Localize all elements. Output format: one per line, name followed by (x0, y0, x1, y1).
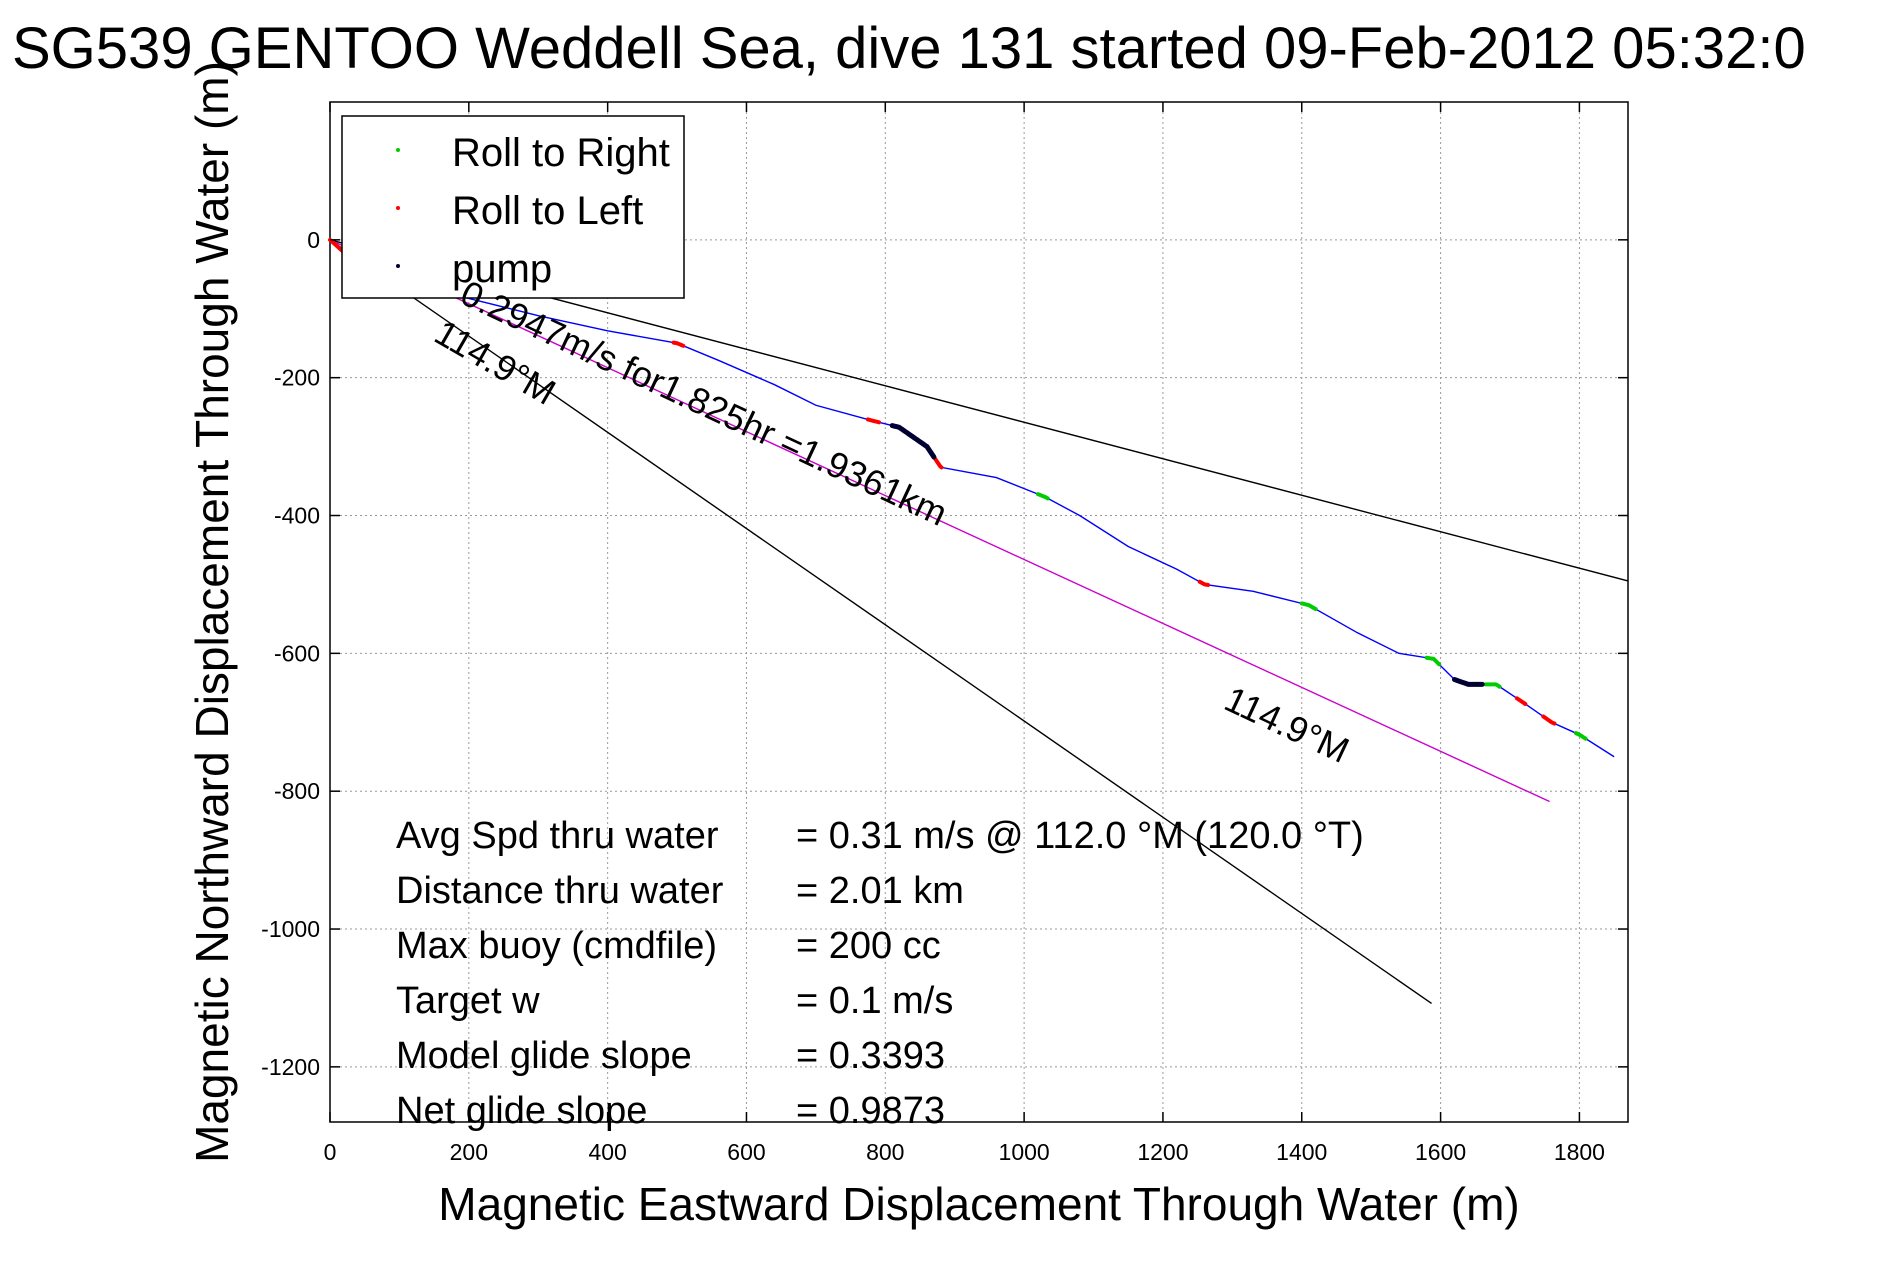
legend-marker (396, 148, 400, 152)
x-tick-label: 1400 (1276, 1139, 1327, 1165)
annotation-heading-lower: 114.9°M (1219, 678, 1356, 771)
stat-label: Target w (396, 980, 540, 1022)
annotations: 114.9°M 0.2947m/s for1.825hr =1.9361km 1… (428, 272, 1355, 771)
roll-right-marker (1573, 731, 1588, 741)
roll-right-marker (1424, 655, 1442, 667)
roll-left-marker (1514, 696, 1528, 706)
y-tick-label: 0 (307, 227, 320, 253)
y-tick-label: -200 (274, 365, 320, 391)
roll-left-marker (671, 340, 686, 348)
plot-area (329, 101, 1629, 1123)
reference-line (329, 239, 1432, 1005)
stat-value: = 0.1 m/s (796, 980, 953, 1022)
roll-left-marker (1541, 714, 1557, 726)
x-tick-label: 1000 (999, 1139, 1050, 1165)
x-tick-label: 600 (727, 1139, 765, 1165)
x-tick-label: 200 (450, 1139, 488, 1165)
x-axis-label: Magnetic Eastward Displacement Through W… (438, 1178, 1519, 1230)
pump-marker (1451, 677, 1485, 687)
roll-right-marker (1483, 682, 1502, 689)
stat-value: = 0.9873 (796, 1090, 945, 1132)
legend-marker (396, 206, 400, 210)
stat-label: Model glide slope (396, 1035, 692, 1077)
y-ticks: 0 -200 -400 -600 -800 -1000 -1200 (261, 227, 1628, 1080)
x-ticks: 0 200 400 600 800 1000 1200 1400 1600 1800 (324, 102, 1605, 1165)
roll-right-marker (1036, 492, 1050, 501)
stat-value: = 200 cc (796, 925, 941, 967)
stat-label: Max buoy (cmdfile) (396, 925, 717, 967)
x-tick-label: 1800 (1554, 1139, 1605, 1165)
pump-marker (889, 423, 937, 460)
x-tick-label: 400 (588, 1139, 626, 1165)
x-tick-label: 800 (866, 1139, 904, 1165)
legend: Roll to Right Roll to Left pump (341, 115, 685, 299)
stat-value: = 2.01 km (796, 870, 964, 912)
roll-left-marker (865, 417, 882, 425)
legend-label: pump (452, 247, 552, 291)
roll-left-marker (1197, 579, 1211, 587)
legend-label: Roll to Right (452, 131, 670, 175)
x-tick-label: 1200 (1137, 1139, 1188, 1165)
stat-label: Distance thru water (396, 870, 724, 912)
legend-marker (396, 264, 400, 268)
y-tick-label: -400 (274, 503, 320, 529)
legend-label: Roll to Left (452, 189, 643, 233)
y-tick-label: -800 (274, 778, 320, 804)
chart-title: SG539 GENTOO Weddell Sea, dive 131 start… (12, 16, 1806, 81)
y-tick-label: -600 (274, 640, 320, 666)
grid-lines (330, 102, 1628, 1122)
reference-line (329, 239, 1550, 803)
y-axis-label: Magnetic Northward Displacement Through … (186, 61, 238, 1163)
roll-right-marker (1299, 601, 1318, 612)
y-tick-label: -1200 (261, 1054, 320, 1080)
x-tick-label: 1600 (1415, 1139, 1466, 1165)
y-tick-label: -1000 (261, 916, 320, 942)
stat-label: Net glide slope (396, 1090, 647, 1132)
stat-label: Avg Spd thru water (396, 815, 719, 857)
x-tick-label: 0 (324, 1139, 337, 1165)
stat-value: = 0.31 m/s @ 112.0 °M (120.0 °T) (796, 815, 1364, 857)
roll-markers (328, 237, 1588, 741)
dive-statistics: Avg Spd thru water = 0.31 m/s @ 112.0 °M … (396, 815, 1364, 1132)
stat-value: = 0.3393 (796, 1035, 945, 1077)
